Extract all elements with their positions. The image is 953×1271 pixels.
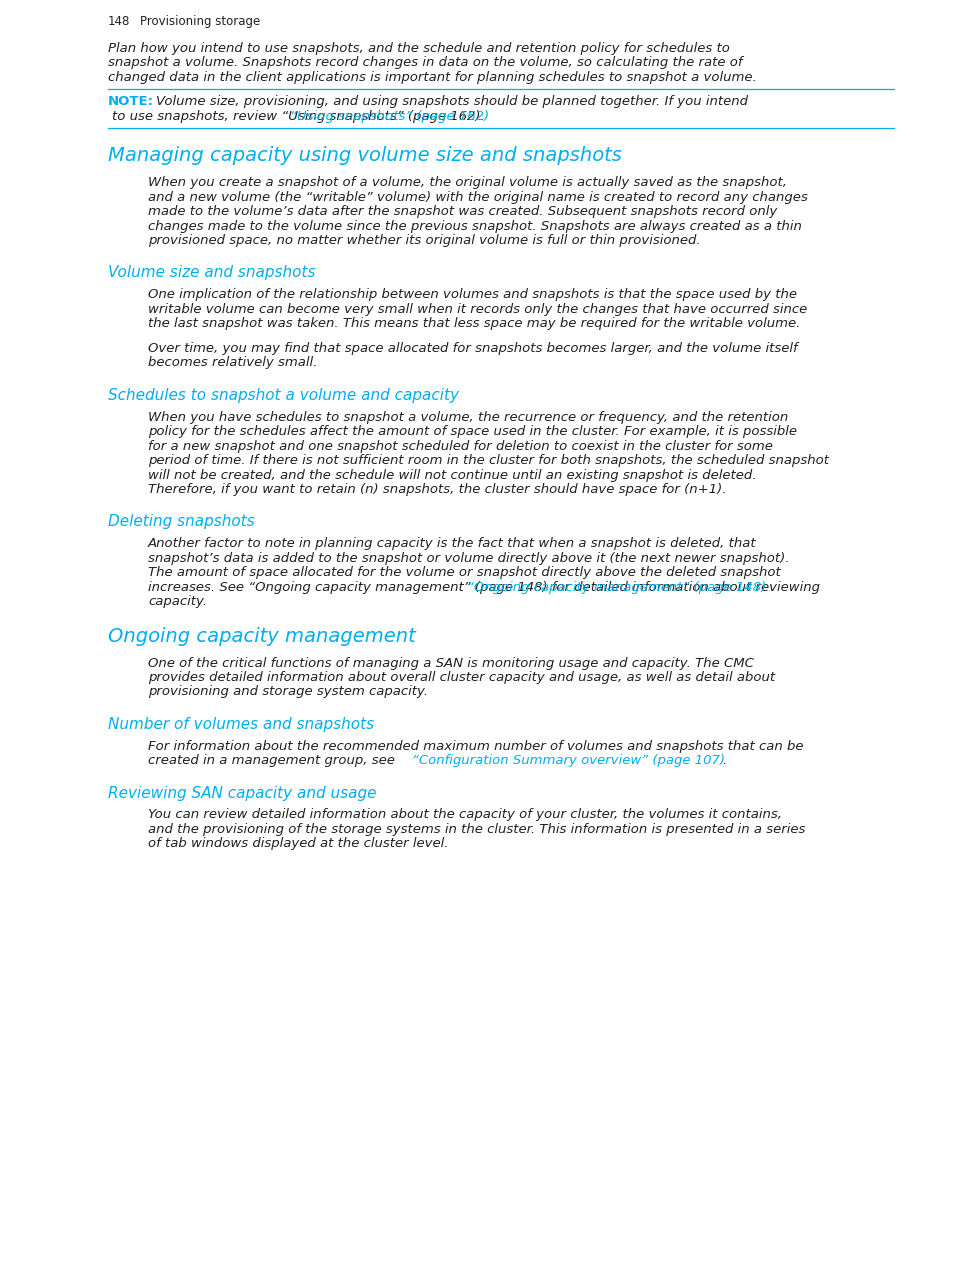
Text: Volume size and snapshots: Volume size and snapshots [108, 266, 315, 281]
Text: for a new snapshot and one snapshot scheduled for deletion to coexist in the clu: for a new snapshot and one snapshot sche… [148, 440, 772, 452]
Text: .: . [721, 754, 725, 768]
Text: and a new volume (the “writable” volume) with the original name is created to re: and a new volume (the “writable” volume)… [148, 191, 807, 203]
Text: “Using snapshots” (page 162): “Using snapshots” (page 162) [290, 109, 489, 123]
Text: provisioned space, no matter whether its original volume is full or thin provisi: provisioned space, no matter whether its… [148, 234, 700, 247]
Text: “Configuration Summary overview” (page 107): “Configuration Summary overview” (page 1… [412, 754, 724, 768]
Text: Volume size, provisioning, and using snapshots should be planned together. If yo: Volume size, provisioning, and using sna… [156, 95, 747, 108]
Text: Over time, you may find that space allocated for snapshots becomes larger, and t: Over time, you may find that space alloc… [148, 342, 797, 355]
Text: changed data in the client applications is important for planning schedules to s: changed data in the client applications … [108, 71, 756, 84]
Text: Plan how you intend to use snapshots, and the schedule and retention policy for : Plan how you intend to use snapshots, an… [108, 42, 729, 55]
Text: made to the volume’s data after the snapshot was created. Subsequent snapshots r: made to the volume’s data after the snap… [148, 205, 777, 219]
Text: Managing capacity using volume size and snapshots: Managing capacity using volume size and … [108, 146, 621, 165]
Text: provisioning and storage system capacity.: provisioning and storage system capacity… [148, 685, 428, 699]
Text: Deleting snapshots: Deleting snapshots [108, 515, 254, 530]
Text: and the provisioning of the storage systems in the cluster. This information is : and the provisioning of the storage syst… [148, 822, 804, 836]
Text: becomes relatively small.: becomes relatively small. [148, 356, 317, 370]
Text: created in a management group, see: created in a management group, see [148, 754, 398, 768]
Text: increases. See “Ongoing capacity management” (page 148) for detailed information: increases. See “Ongoing capacity managem… [148, 581, 820, 594]
Text: snapshot a volume. Snapshots record changes in data on the volume, so calculatin: snapshot a volume. Snapshots record chan… [108, 56, 741, 70]
Text: Ongoing capacity management: Ongoing capacity management [108, 627, 416, 646]
Text: snapshot’s data is added to the snapshot or volume directly above it (the next n: snapshot’s data is added to the snapshot… [148, 552, 789, 564]
Text: writable volume can become very small when it records only the changes that have: writable volume can become very small wh… [148, 302, 806, 315]
Text: “Ongoing capacity management” (page 148): “Ongoing capacity management” (page 148) [467, 581, 765, 594]
Text: Reviewing SAN capacity and usage: Reviewing SAN capacity and usage [108, 785, 376, 801]
Text: 148: 148 [108, 15, 131, 28]
Text: to use snapshots, review “Using snapshots” (page 162).: to use snapshots, review “Using snapshot… [112, 109, 484, 123]
Text: policy for the schedules affect the amount of space used in the cluster. For exa: policy for the schedules affect the amou… [148, 426, 796, 438]
Text: will not be created, and the schedule will not continue until an existing snapsh: will not be created, and the schedule wi… [148, 469, 756, 482]
Text: When you create a snapshot of a volume, the original volume is actually saved as: When you create a snapshot of a volume, … [148, 177, 786, 189]
Text: When you have schedules to snapshot a volume, the recurrence or frequency, and t: When you have schedules to snapshot a vo… [148, 411, 787, 423]
Text: Provisioning storage: Provisioning storage [140, 15, 260, 28]
Text: One of the critical functions of managing a SAN is monitoring usage and capacity: One of the critical functions of managin… [148, 657, 753, 670]
Text: Schedules to snapshot a volume and capacity: Schedules to snapshot a volume and capac… [108, 388, 458, 403]
Text: Another factor to note in planning capacity is the fact that when a snapshot is : Another factor to note in planning capac… [148, 538, 756, 550]
Text: changes made to the volume since the previous snapshot. Snapshots are always cre: changes made to the volume since the pre… [148, 220, 801, 233]
Text: capacity.: capacity. [148, 595, 207, 608]
Text: period of time. If there is not sufficient room in the cluster for both snapshot: period of time. If there is not sufficie… [148, 454, 828, 466]
Text: the last snapshot was taken. This means that less space may be required for the : the last snapshot was taken. This means … [148, 318, 800, 330]
Text: For information about the recommended maximum number of volumes and snapshots th: For information about the recommended ma… [148, 740, 802, 752]
Text: You can review detailed information about the capacity of your cluster, the volu: You can review detailed information abou… [148, 808, 781, 821]
Text: provides detailed information about overall cluster capacity and usage, as well : provides detailed information about over… [148, 671, 774, 684]
Text: NOTE:: NOTE: [108, 95, 153, 108]
Text: Number of volumes and snapshots: Number of volumes and snapshots [108, 717, 374, 732]
Text: One implication of the relationship between volumes and snapshots is that the sp: One implication of the relationship betw… [148, 289, 796, 301]
Text: Therefore, if you want to retain (n) snapshots, the cluster should have space fo: Therefore, if you want to retain (n) sna… [148, 483, 726, 496]
Text: The amount of space allocated for the volume or snapshot directly above the dele: The amount of space allocated for the vo… [148, 566, 780, 580]
Text: of tab windows displayed at the cluster level.: of tab windows displayed at the cluster … [148, 838, 448, 850]
